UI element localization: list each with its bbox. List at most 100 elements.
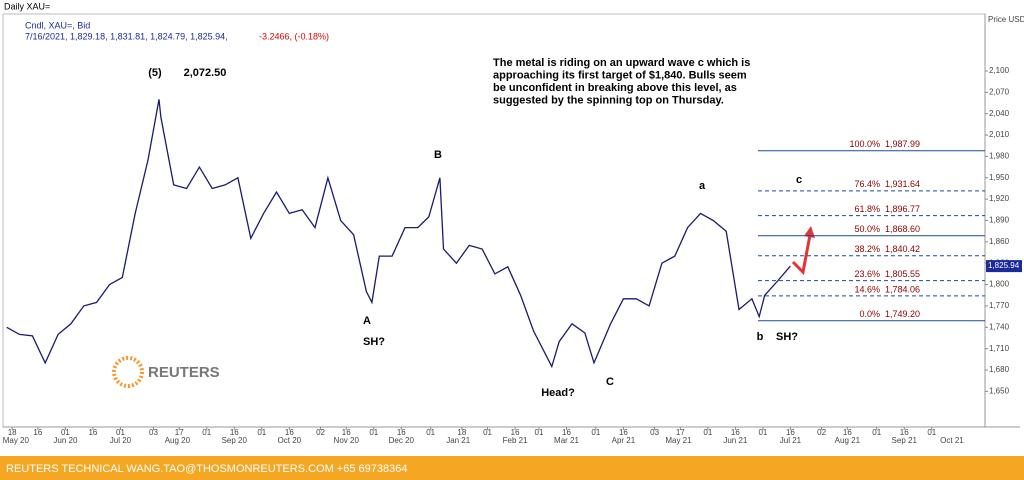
month-label: Sep 20 <box>222 436 248 445</box>
month-label: May 20 <box>3 436 30 445</box>
annotation: A <box>363 315 371 327</box>
x-tick-label: 01 <box>927 428 936 437</box>
month-label: Sep 21 <box>892 436 918 445</box>
annotation: SH? <box>776 331 798 343</box>
last-price-tag <box>986 260 1022 273</box>
month-label: Aug 20 <box>165 436 191 445</box>
annotation: Head? <box>541 387 575 399</box>
arrow-head <box>804 226 815 238</box>
arrow <box>791 234 812 276</box>
x-tick-label: 18 <box>457 428 466 437</box>
x-tick-label: 16 <box>342 428 351 437</box>
y-tick-label: 1,890 <box>989 216 1010 225</box>
x-tick-label: 17 <box>175 428 184 437</box>
annotation: b <box>757 331 764 343</box>
x-tick-label: 01 <box>61 428 70 437</box>
x-tick-label: 01 <box>535 428 544 437</box>
x-tick-label: 03 <box>149 428 158 437</box>
x-tick-label: 16 <box>562 428 571 437</box>
fib-value: 1,749.20 <box>885 309 920 319</box>
fib-pct: 76.4% <box>854 179 880 189</box>
change: -3.2466, (-0.18%) <box>259 31 329 41</box>
annotation: (5) <box>148 67 162 79</box>
month-label: Aug 21 <box>835 436 861 445</box>
fib-pct: 100.0% <box>849 139 880 149</box>
note-line: suggested by the spinning top on Thursda… <box>493 94 724 106</box>
month-label: Dec 20 <box>389 436 415 445</box>
y-tick-label: 2,040 <box>989 109 1010 118</box>
fib-pct: 14.6% <box>854 284 880 294</box>
x-tick-label: 01 <box>369 428 378 437</box>
month-label: May 21 <box>665 436 692 445</box>
note-line: The metal is riding on an upward wave c … <box>493 57 750 69</box>
y-tick-label: 1,950 <box>989 173 1010 182</box>
y-tick-label: 1,920 <box>989 194 1010 203</box>
x-tick-label: 16 <box>88 428 97 437</box>
fib-pct: 0.0% <box>859 309 880 319</box>
annotation: B <box>434 149 442 161</box>
x-tick-label: 16 <box>900 428 909 437</box>
x-tick-label: 01 <box>591 428 600 437</box>
x-tick-label: 01 <box>703 428 712 437</box>
x-tick-label: 01 <box>872 428 881 437</box>
fib-value: 1,784.06 <box>885 284 920 294</box>
month-label: Jun 21 <box>723 436 748 445</box>
y-tick-label: 2,070 <box>989 87 1010 96</box>
month-label: Jul 20 <box>110 436 132 445</box>
month-label: Feb 21 <box>503 436 528 445</box>
note-line: be unconfident in breaking above this le… <box>493 82 737 94</box>
note-line: approaching its first target of $1,840. … <box>493 69 747 81</box>
y-tick-label: 1,770 <box>989 301 1010 310</box>
y-tick-label: 1,710 <box>989 344 1010 353</box>
y-tick-label: 1,980 <box>989 152 1010 161</box>
fib-pct: 50.0% <box>854 224 880 234</box>
x-tick-label: 16 <box>33 428 42 437</box>
month-label: Jul 21 <box>780 436 802 445</box>
fib-value: 1,868.60 <box>885 224 920 234</box>
fib-value: 1,840.42 <box>885 244 920 254</box>
annotation: a <box>699 180 706 192</box>
fib-value: 1,931.64 <box>885 179 920 189</box>
logo-mark <box>112 356 144 388</box>
x-tick-label: 16 <box>786 428 795 437</box>
fib-pct: 23.6% <box>854 269 880 279</box>
subtitle: Cndl, XAU=, Bid <box>25 20 90 30</box>
x-tick-label: 01 <box>483 428 492 437</box>
y-tick-label: 1,860 <box>989 237 1010 246</box>
x-tick-label: 16 <box>230 428 239 437</box>
y-tick-label: 2,010 <box>989 130 1010 139</box>
fib-value: 1,987.99 <box>885 139 920 149</box>
last-price-label: 1,825.94 <box>988 261 1020 270</box>
y-axis-label: Price USD Ozs <box>988 15 1024 24</box>
footer-bar <box>0 456 1024 480</box>
x-tick-label: 01 <box>257 428 266 437</box>
quote: 7/16/2021, 1,829.18, 1,831.81, 1,824.79,… <box>25 31 228 41</box>
x-tick-label: 16 <box>397 428 406 437</box>
fib-pct: 38.2% <box>854 244 880 254</box>
x-tick-label: 18 <box>8 428 17 437</box>
x-tick-label: 16 <box>843 428 852 437</box>
y-tick-label: 1,650 <box>989 387 1010 396</box>
logo: REUTERS <box>148 364 220 381</box>
x-tick-label: 01 <box>116 428 125 437</box>
annotation: 2,072.50 <box>184 67 227 79</box>
month-label: Jun 20 <box>53 436 78 445</box>
x-tick-label: 01 <box>758 428 767 437</box>
annotation: SH? <box>363 336 385 348</box>
month-label: Mar 21 <box>554 436 579 445</box>
x-tick-label: 16 <box>731 428 740 437</box>
y-tick-label: 1,680 <box>989 365 1010 374</box>
footer: REUTERS TECHNICAL WANG.TAO@THOSMONREUTER… <box>6 463 407 475</box>
price-line <box>6 99 791 369</box>
x-tick-label: 02 <box>316 428 325 437</box>
x-tick-label: 01 <box>426 428 435 437</box>
month-label: Oct 21 <box>940 436 964 445</box>
month-label: Apr 21 <box>612 436 636 445</box>
x-tick-label: 01 <box>202 428 211 437</box>
y-tick-label: 2,100 <box>989 66 1010 75</box>
month-label: Oct 20 <box>278 436 302 445</box>
annotation: C <box>606 376 614 388</box>
fib-value: 1,896.77 <box>885 204 920 214</box>
x-tick-label: 16 <box>619 428 628 437</box>
